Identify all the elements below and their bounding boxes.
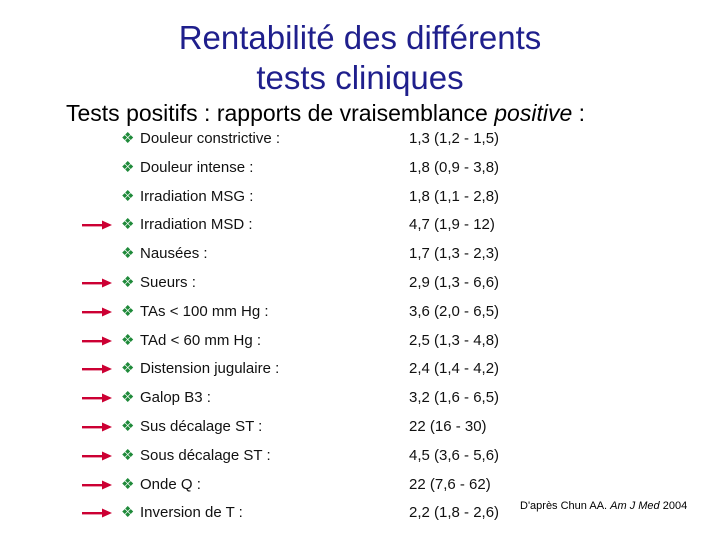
right-arrow-icon	[82, 307, 112, 317]
diamond-bullet-icon: ❖	[121, 216, 135, 234]
citation-year: 2004	[659, 500, 688, 512]
diamond-bullet-icon: ❖	[121, 130, 135, 147]
item-label: Nausées :	[140, 245, 208, 263]
item-value: 1,8 (0,9 - 3,8)	[409, 158, 500, 176]
diamond-bullet-icon: ❖	[121, 360, 135, 378]
item-label: Sous décalage ST :	[140, 446, 271, 464]
list-item: ❖ Distension jugulaire : 2,4 (1,4 - 4,2)	[0, 357, 720, 385]
right-arrow-icon	[82, 451, 112, 461]
item-label: Douleur intense :	[140, 158, 254, 176]
diamond-bullet-icon: ❖	[121, 187, 135, 205]
item-value: 3,2 (1,6 - 6,5)	[409, 389, 500, 407]
list-item: ❖ Sous décalage ST : 4,5 (3,6 - 5,6)	[0, 444, 720, 472]
item-label: Douleur constrictive :	[140, 130, 281, 147]
item-value: 1,7 (1,3 - 2,3)	[409, 245, 500, 263]
list-item: ❖ Sueurs : 2,9 (1,3 - 6,6)	[0, 271, 720, 299]
diamond-bullet-icon: ❖	[121, 274, 135, 291]
slide-subtitle: Tests positifs : rapports de vraisemblan…	[66, 100, 585, 127]
item-value: 1,8 (1,1 - 2,8)	[409, 187, 500, 205]
diamond-bullet-icon: ❖	[121, 389, 135, 407]
right-arrow-icon	[82, 220, 112, 230]
diamond-bullet-icon: ❖	[121, 446, 135, 464]
list-item: ❖ TAs < 100 mm Hg : 3,6 (2,0 - 6,5)	[0, 300, 720, 328]
item-label: Irradiation MSG :	[140, 187, 254, 205]
diamond-bullet-icon: ❖	[121, 504, 135, 522]
item-value: 4,7 (1,9 - 12)	[409, 216, 495, 234]
item-value: 2,5 (1,3 - 4,8)	[409, 331, 500, 349]
item-label: Irradiation MSD :	[140, 216, 253, 234]
item-label: TAd < 60 mm Hg :	[140, 331, 262, 349]
subtitle-tail: :	[572, 100, 586, 126]
item-label: Sueurs :	[140, 274, 196, 291]
slide-title-line-2: tests cliniques	[256, 59, 464, 96]
right-arrow-icon	[82, 422, 112, 432]
diamond-bullet-icon: ❖	[121, 475, 135, 493]
subtitle-italic: positive	[494, 100, 573, 126]
citation-journal: Am J Med	[610, 500, 660, 512]
slide-title-line-1: Rentabilité des différents	[178, 19, 542, 56]
list-item: ❖ Sus décalage ST : 22 (16 - 30)	[0, 415, 720, 443]
item-label: Galop B3 :	[140, 389, 211, 407]
list-item: ❖ Galop B3 : 3,2 (1,6 - 6,5)	[0, 386, 720, 414]
list-item: ❖ Nausées : 1,7 (1,3 - 2,3)	[0, 242, 720, 270]
citation-prefix: D'après Chun AA.	[520, 500, 611, 512]
item-value: 4,5 (3,6 - 5,6)	[409, 446, 500, 464]
diamond-bullet-icon: ❖	[121, 158, 135, 176]
diamond-bullet-icon: ❖	[121, 331, 135, 349]
list-item: ❖ TAd < 60 mm Hg : 2,5 (1,3 - 4,8)	[0, 329, 720, 357]
right-arrow-icon	[82, 336, 112, 346]
right-arrow-icon	[82, 393, 112, 403]
item-value: 1,3 (1,2 - 1,5)	[409, 130, 500, 147]
item-label: Sus décalage ST :	[140, 418, 263, 435]
subtitle-main: Tests positifs : rapports de vraisemblan…	[66, 100, 495, 126]
item-label: TAs < 100 mm Hg :	[140, 302, 269, 320]
right-arrow-icon	[82, 364, 112, 374]
item-label: Distension jugulaire :	[140, 360, 280, 378]
list-item: ❖ Douleur constrictive : 1,3 (1,2 - 1,5)	[0, 127, 720, 155]
list-item: ❖ Irradiation MSD : 4,7 (1,9 - 12)	[0, 213, 720, 241]
slide-title: Rentabilité des différents tests cliniqu…	[110, 18, 610, 98]
right-arrow-icon	[82, 480, 112, 490]
list-item: ❖ Inversion de T : 2,2 (1,8 - 2,6)	[0, 501, 720, 529]
citation: D'après Chun AA. Am J Med 2004	[520, 500, 687, 512]
item-value: 22 (7,6 - 62)	[409, 475, 491, 493]
item-label: Onde Q :	[140, 475, 201, 493]
item-value: 3,6 (2,0 - 6,5)	[409, 302, 500, 320]
item-value: 2,4 (1,4 - 4,2)	[409, 360, 500, 378]
diamond-bullet-icon: ❖	[121, 302, 135, 320]
diamond-bullet-icon: ❖	[121, 245, 135, 263]
item-value: 2,2 (1,8 - 2,6)	[409, 504, 500, 522]
list-item: ❖ Irradiation MSG : 1,8 (1,1 - 2,8)	[0, 185, 720, 213]
list-item: ❖ Douleur intense : 1,8 (0,9 - 3,8)	[0, 156, 720, 184]
diamond-bullet-icon: ❖	[121, 418, 135, 435]
right-arrow-icon	[82, 278, 112, 288]
list-item: ❖ Onde Q : 22 (7,6 - 62)	[0, 473, 720, 501]
item-value: 2,9 (1,3 - 6,6)	[409, 274, 500, 291]
right-arrow-icon	[82, 508, 112, 518]
item-label: Inversion de T :	[140, 504, 243, 522]
item-value: 22 (16 - 30)	[409, 418, 487, 435]
